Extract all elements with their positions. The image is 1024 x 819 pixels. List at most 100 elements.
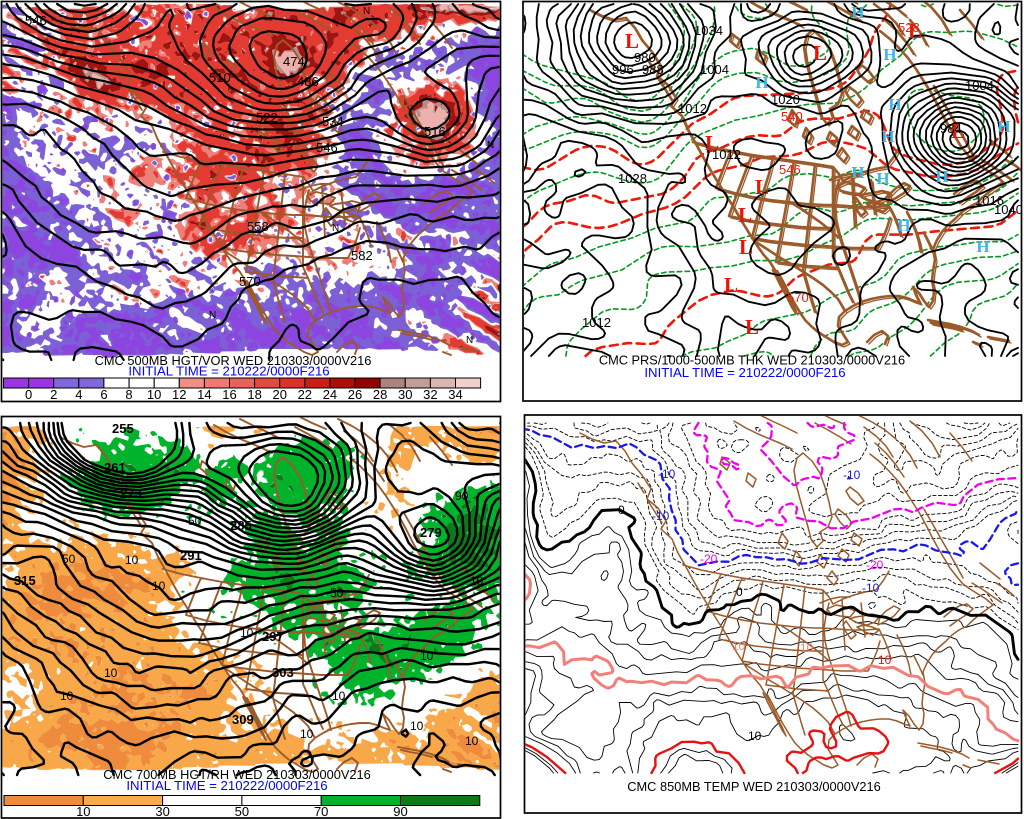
svg-text:L: L [625,29,639,53]
svg-text:10: 10 [60,689,74,703]
svg-text:291: 291 [180,548,202,563]
svg-text:30: 30 [155,804,169,819]
svg-text:486: 486 [297,74,319,89]
svg-text:90: 90 [393,804,407,819]
svg-text:50: 50 [188,514,202,528]
svg-text:-10: -10 [658,467,676,481]
svg-text:N: N [466,335,473,346]
svg-text:L: L [739,235,753,259]
svg-text:522: 522 [256,110,278,125]
svg-text:L: L [908,19,922,43]
svg-text:50: 50 [330,586,344,600]
svg-text:32: 32 [423,387,437,402]
svg-text:28: 28 [373,387,387,402]
svg-text:558: 558 [247,219,269,234]
svg-text:261: 261 [104,460,126,475]
svg-text:12: 12 [172,387,186,402]
svg-text:980: 980 [634,50,656,65]
svg-text:309: 309 [232,712,254,727]
svg-text:L: L [705,131,719,155]
svg-text:CMC 850MB TEMP WED 210303/0000: CMC 850MB TEMP WED 210303/0000V216 [627,779,880,794]
svg-text:570: 570 [787,290,809,305]
svg-text:22: 22 [298,387,312,402]
svg-text:10: 10 [878,653,892,667]
svg-text:546: 546 [779,162,801,177]
svg-text:10: 10 [125,553,139,567]
svg-text:0: 0 [618,503,625,517]
svg-text:N: N [363,6,370,17]
svg-text:534: 534 [322,114,344,129]
svg-text:20: 20 [272,387,286,402]
svg-text:50: 50 [62,552,76,566]
svg-text:H: H [881,127,894,146]
svg-text:50: 50 [235,804,249,819]
svg-text:2: 2 [50,387,57,402]
svg-text:0: 0 [736,585,743,599]
svg-text:273: 273 [120,486,142,501]
svg-text:H: H [897,216,910,235]
svg-text:1016: 1016 [975,193,1004,208]
svg-text:24: 24 [323,387,337,402]
svg-text:10: 10 [104,666,118,680]
svg-text:-10: -10 [652,509,670,523]
svg-text:30: 30 [398,387,412,402]
svg-text:N: N [487,140,494,151]
svg-text:303: 303 [272,665,294,680]
svg-text:528: 528 [898,20,920,35]
svg-text:10: 10 [410,719,424,733]
svg-text:H: H [997,117,1010,136]
svg-text:H: H [876,169,889,188]
svg-text:10: 10 [470,574,484,588]
svg-text:INITIAL TIME = 210222/0000F216: INITIAL TIME = 210222/0000F216 [644,365,845,380]
svg-text:0: 0 [25,387,32,402]
svg-text:L: L [813,41,827,65]
svg-text:14: 14 [197,387,211,402]
svg-text:6: 6 [100,387,107,402]
svg-text:H: H [935,167,948,186]
svg-text:1012: 1012 [712,147,741,162]
svg-text:H: H [888,95,901,114]
svg-text:10: 10 [147,387,161,402]
svg-text:1028: 1028 [618,171,647,186]
svg-text:1034: 1034 [694,23,723,38]
svg-text:H: H [755,73,768,92]
svg-text:-20: -20 [866,558,884,572]
svg-text:546: 546 [25,13,47,28]
svg-text:996: 996 [612,62,634,77]
svg-text:285: 285 [230,518,252,533]
svg-text:CMC PRS/1000-500MB THK WED 210: CMC PRS/1000-500MB THK WED 210303/0000V2… [599,353,905,368]
svg-text:315: 315 [14,573,36,588]
svg-text:540: 540 [781,109,803,124]
svg-text:279: 279 [420,525,442,540]
svg-text:1004: 1004 [700,62,729,77]
svg-text:L: L [738,203,752,227]
svg-text:297: 297 [262,629,284,644]
svg-text:-20: -20 [700,552,718,566]
svg-text:10: 10 [152,579,166,593]
svg-text:-10: -10 [843,468,861,482]
svg-text:90: 90 [455,489,469,503]
svg-text:L: L [724,273,738,297]
svg-text:10: 10 [332,689,346,703]
svg-text:1020: 1020 [771,92,800,107]
svg-text:1012: 1012 [582,315,611,330]
svg-text:H: H [851,163,864,182]
svg-text:10: 10 [800,641,814,655]
svg-text:570: 570 [239,274,261,289]
svg-text:16: 16 [222,387,236,402]
svg-text:10: 10 [465,734,479,748]
svg-text:-10: -10 [862,581,880,595]
svg-text:10: 10 [748,729,762,743]
svg-text:988: 988 [642,62,664,77]
svg-text:18: 18 [247,387,261,402]
svg-text:10: 10 [300,727,314,741]
svg-text:10: 10 [732,639,746,653]
svg-text:984: 984 [940,121,962,136]
svg-text:70: 70 [314,804,328,819]
svg-text:L: L [951,119,965,143]
svg-text:N: N [209,310,216,321]
svg-text:474: 474 [283,54,305,69]
svg-text:255: 255 [112,421,134,436]
svg-text:8: 8 [125,387,132,402]
svg-text:10: 10 [240,626,254,640]
